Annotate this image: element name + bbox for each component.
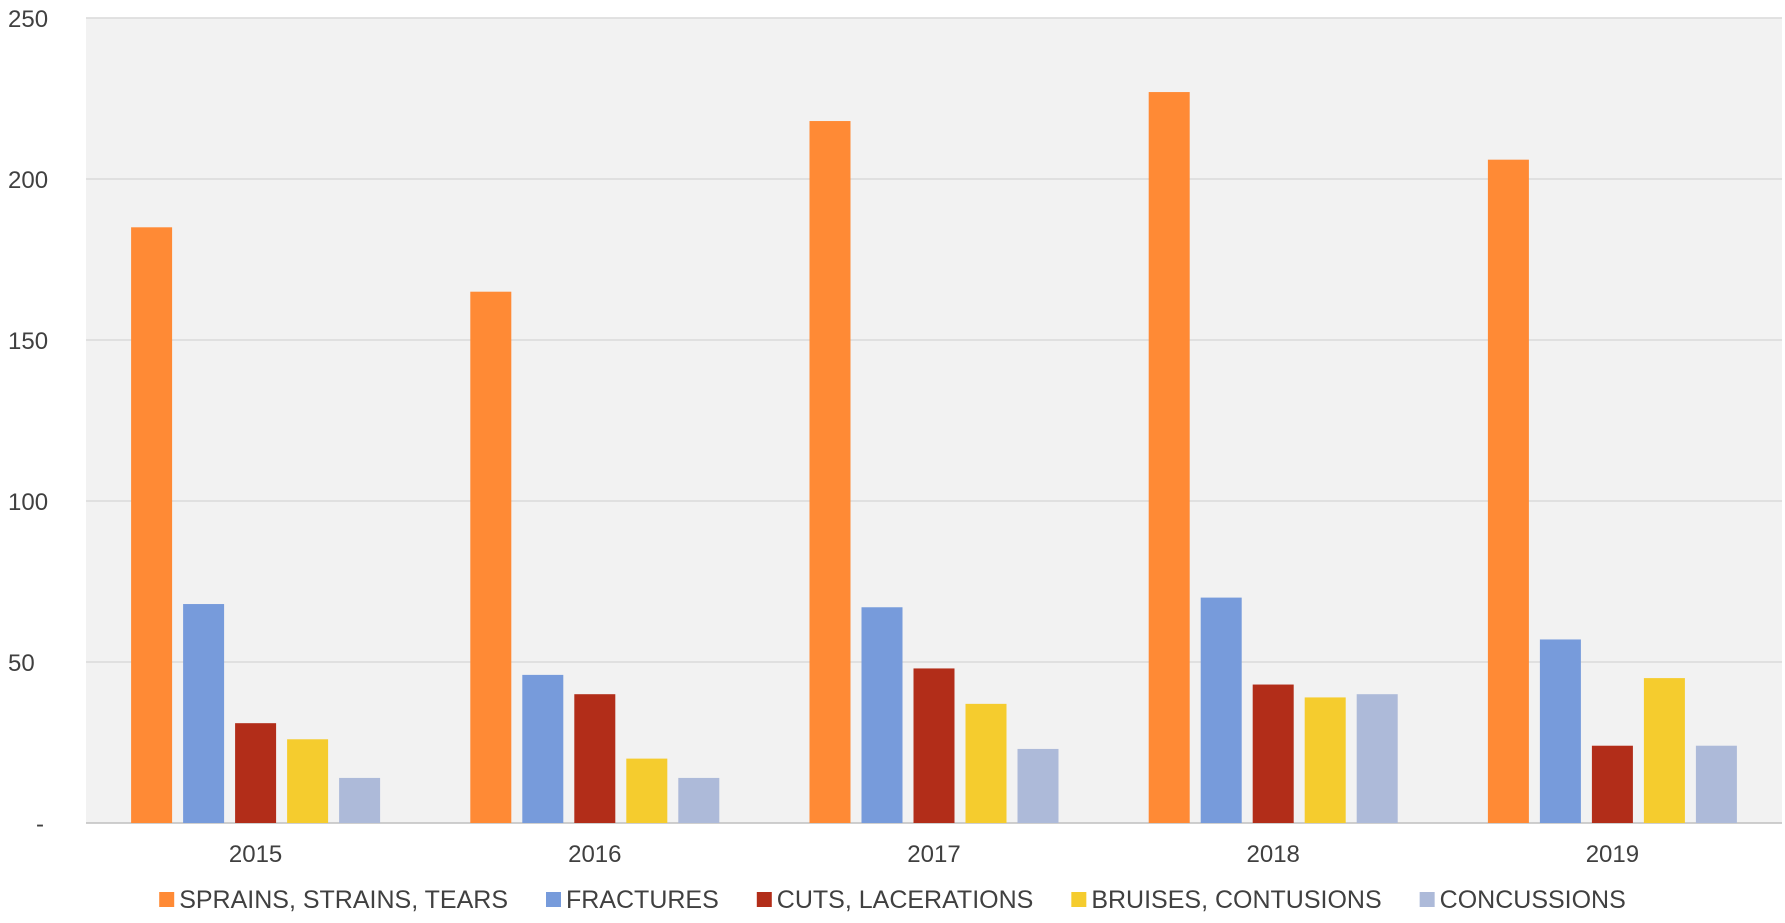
legend-swatch xyxy=(546,892,561,907)
x-category-label: 2017 xyxy=(907,841,960,868)
x-category-label: 2019 xyxy=(1586,841,1639,868)
bar-concussions-2015 xyxy=(339,777,381,823)
bar-sprains-strains-tears-2015 xyxy=(131,227,173,824)
legend-label: FRACTURES xyxy=(566,886,719,914)
x-axis-categories: 2015 2016 2017 2018 2019 xyxy=(229,841,1639,868)
bar-cuts-lacerations-2018 xyxy=(1252,684,1294,823)
bar-bruises-contusions-2018 xyxy=(1304,697,1346,823)
y-tick-label: 250 xyxy=(8,6,48,33)
legend-swatch xyxy=(1071,892,1087,907)
bar-cuts-lacerations-2019 xyxy=(1591,745,1633,823)
bar-sprains-strains-tears-2019 xyxy=(1487,159,1529,823)
bar-sprains-strains-tears-2017 xyxy=(809,121,851,824)
bar-concussions-2018 xyxy=(1356,694,1398,823)
bar-bruises-contusions-2015 xyxy=(287,739,329,823)
bar-fractures-2018 xyxy=(1200,597,1242,823)
bar-cuts-lacerations-2016 xyxy=(574,694,616,823)
y-tick-label: 50 xyxy=(8,650,35,677)
bar-fractures-2019 xyxy=(1539,639,1581,823)
y-tick-label: - xyxy=(36,811,44,838)
bar-concussions-2016 xyxy=(678,777,720,823)
legend-swatch xyxy=(1419,892,1435,907)
bar-bruises-contusions-2019 xyxy=(1643,678,1685,823)
legend-swatch xyxy=(159,892,175,907)
legend-label: SPRAINS, STRAINS, TEARS xyxy=(179,886,508,914)
bar-series xyxy=(131,92,1737,824)
x-category-label: 2015 xyxy=(229,841,282,868)
y-tick-label: 150 xyxy=(8,328,48,355)
y-tick-label: 100 xyxy=(8,489,48,516)
bar-fractures-2015 xyxy=(183,604,225,823)
bar-sprains-strains-tears-2016 xyxy=(470,291,512,823)
bar-concussions-2017 xyxy=(1017,748,1059,823)
legend-label: CUTS, LACERATIONS xyxy=(777,886,1034,914)
legend: SPRAINS, STRAINS, TEARS FRACTURES CUTS, LA… xyxy=(159,886,1626,914)
bar-cuts-lacerations-2017 xyxy=(913,668,955,823)
bar-fractures-2016 xyxy=(522,674,564,823)
y-tick-label: 200 xyxy=(8,167,48,194)
legend-label: CONCUSSIONS xyxy=(1440,886,1626,914)
y-axis-ticks: - 50 100 150 200 250 xyxy=(8,6,48,838)
bar-bruises-contusions-2017 xyxy=(965,703,1007,823)
bar-cuts-lacerations-2015 xyxy=(235,723,277,823)
x-category-label: 2016 xyxy=(568,841,621,868)
bar-fractures-2017 xyxy=(861,607,903,823)
legend-swatch xyxy=(756,892,772,907)
bar-bruises-contusions-2016 xyxy=(626,758,668,823)
x-category-label: 2018 xyxy=(1247,841,1300,868)
legend-label: BRUISES, CONTUSIONS xyxy=(1091,886,1381,914)
bar-concussions-2019 xyxy=(1695,745,1737,823)
bar-sprains-strains-tears-2018 xyxy=(1148,92,1190,823)
